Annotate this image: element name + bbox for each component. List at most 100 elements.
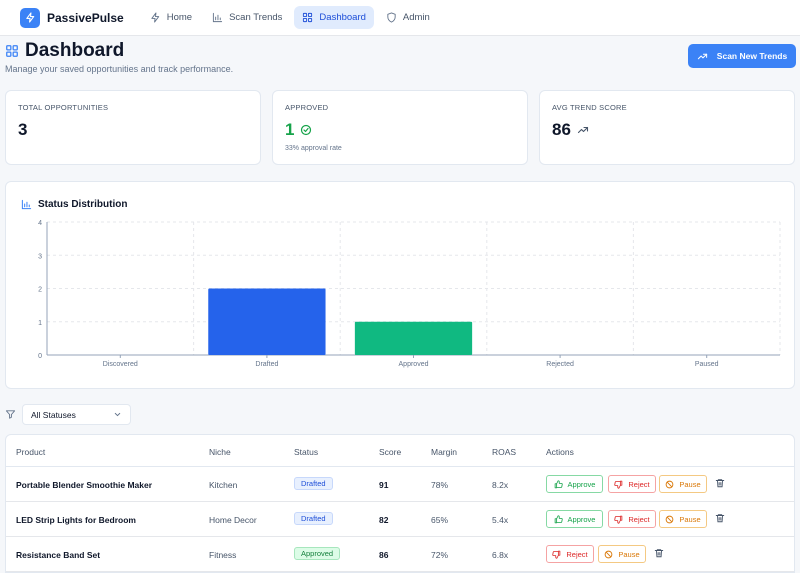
nav-link-scan-trends[interactable]: Scan Trends bbox=[204, 6, 290, 29]
trending-up-icon bbox=[577, 126, 588, 134]
pause-label: Pause bbox=[679, 514, 701, 524]
y-tick-label: 3 bbox=[38, 253, 42, 260]
pause-button[interactable]: Pause bbox=[659, 510, 707, 528]
reject-label: Reject bbox=[566, 549, 588, 559]
column-header-status: Status bbox=[294, 447, 319, 457]
top-nav: PassivePulse Home Scan Trends Dashboard … bbox=[0, 0, 800, 36]
roas: 5.4x bbox=[492, 515, 509, 525]
status-distribution-card: Status Distribution 0 1 2 3 4 Discovered Draft… bbox=[5, 181, 795, 389]
bar-chart-icon bbox=[21, 199, 32, 210]
pause-label: Pause bbox=[618, 549, 640, 559]
stat-label: AVG TREND SCORE bbox=[552, 103, 627, 112]
y-tick-label: 4 bbox=[38, 220, 42, 227]
brand-logo-icon bbox=[20, 7, 40, 28]
stat-value-text: 3 bbox=[18, 120, 28, 139]
table-row: Resistance Band Set Fitness Approved 86 … bbox=[6, 537, 794, 572]
stat-value-total: 3 bbox=[18, 120, 248, 140]
stat-card-score: AVG TREND SCORE 86 bbox=[539, 90, 795, 165]
scan-button-label: Scan New Trends bbox=[716, 51, 788, 61]
table-header: Product Niche Status Score Margin ROAS A… bbox=[6, 435, 794, 467]
trash-icon[interactable] bbox=[715, 513, 725, 523]
margin: 78% bbox=[431, 480, 449, 490]
x-tick-label: Rejected bbox=[546, 361, 574, 368]
nav-link-dashboard[interactable]: Dashboard bbox=[294, 6, 374, 29]
approve-label: Approve bbox=[567, 479, 596, 489]
column-header-margin: Margin bbox=[431, 447, 457, 457]
filter-icon bbox=[5, 410, 16, 419]
niche: Home Decor bbox=[209, 515, 257, 525]
approve-button[interactable]: Approve bbox=[546, 475, 603, 493]
page-subtitle: Manage your saved opportunities and trac… bbox=[5, 64, 234, 74]
nav-link-label: Dashboard bbox=[319, 12, 366, 23]
roas: 8.2x bbox=[492, 480, 509, 490]
column-header-score: Score bbox=[379, 447, 402, 457]
approval-rate-text: 33% approval rate bbox=[285, 145, 342, 152]
nav-link-label: Scan Trends bbox=[229, 12, 283, 23]
opportunities-table: Product Niche Status Score Margin ROAS A… bbox=[5, 434, 795, 573]
status-filter-value: All Statuses bbox=[31, 409, 76, 420]
y-tick-label: 0 bbox=[38, 353, 42, 360]
status-filter-select[interactable]: All Statuses bbox=[22, 404, 131, 425]
pause-button[interactable]: Pause bbox=[598, 545, 646, 563]
bar-approved bbox=[354, 321, 473, 355]
filter-row: All Statuses bbox=[5, 404, 131, 425]
product-name: LED Strip Lights for Bedroom bbox=[16, 515, 136, 525]
stat-value-approved: 1 bbox=[285, 120, 515, 140]
trash-icon[interactable] bbox=[654, 548, 664, 558]
layout-grid-icon bbox=[303, 12, 313, 23]
table-row: LED Strip Lights for Bedroom Home Decor … bbox=[6, 502, 794, 537]
bar-drafted bbox=[208, 288, 326, 355]
thumbs-down-icon bbox=[552, 550, 561, 559]
thumbs-down-icon bbox=[614, 480, 623, 489]
niche: Kitchen bbox=[209, 480, 238, 490]
nav-link-home[interactable]: Home bbox=[142, 6, 200, 29]
product-name: Resistance Band Set bbox=[16, 550, 101, 560]
brand[interactable]: PassivePulse bbox=[20, 7, 124, 28]
nav-link-label: Admin bbox=[402, 12, 430, 23]
pause-label: Pause bbox=[679, 479, 701, 489]
chevron-down-icon bbox=[114, 412, 121, 417]
stat-value-text: 1 bbox=[285, 120, 295, 139]
stat-label: TOTAL OPPORTUNITIES bbox=[18, 103, 109, 112]
column-header-niche: Niche bbox=[209, 447, 231, 457]
reject-button[interactable]: Reject bbox=[608, 475, 656, 493]
page-title: Dashboard bbox=[25, 40, 125, 61]
check-circle-icon bbox=[301, 124, 312, 136]
reject-label: Reject bbox=[628, 514, 650, 524]
page-title-row: Dashboard bbox=[5, 40, 124, 62]
product-name: Portable Blender Smoothie Maker bbox=[16, 480, 153, 490]
x-tick-label: Paused bbox=[695, 361, 719, 368]
margin: 65% bbox=[431, 515, 449, 525]
approve-button[interactable]: Approve bbox=[546, 510, 603, 528]
reject-button[interactable]: Reject bbox=[546, 545, 594, 563]
stat-value-text: 86 bbox=[552, 120, 571, 139]
reject-button[interactable]: Reject bbox=[608, 510, 656, 528]
ban-icon bbox=[666, 515, 674, 523]
trash-icon[interactable] bbox=[715, 478, 725, 488]
status-badge: Drafted bbox=[294, 512, 333, 525]
score: 91 bbox=[379, 480, 389, 490]
reject-label: Reject bbox=[628, 479, 650, 489]
column-header-product: Product bbox=[16, 447, 46, 457]
layout-grid-icon bbox=[6, 45, 18, 57]
x-tick-label: Discovered bbox=[103, 361, 138, 368]
ban-icon bbox=[666, 480, 674, 488]
shield-icon bbox=[387, 12, 396, 23]
roas: 6.8x bbox=[492, 550, 509, 560]
status-distribution-chart: 0 1 2 3 4 Discovered Drafted Approved Rejected Pa… bbox=[38, 220, 781, 368]
score: 82 bbox=[379, 515, 389, 525]
approve-label: Approve bbox=[567, 514, 596, 524]
chart-header: Status Distribution bbox=[21, 199, 127, 210]
chart-title: Status Distribution bbox=[38, 199, 128, 210]
nav-link-admin[interactable]: Admin bbox=[378, 6, 438, 29]
zap-icon bbox=[151, 12, 159, 23]
niche: Fitness bbox=[209, 550, 237, 560]
table-row: Portable Blender Smoothie Maker Kitchen … bbox=[6, 467, 794, 502]
pause-button[interactable]: Pause bbox=[659, 475, 707, 493]
x-tick-label: Drafted bbox=[255, 361, 278, 368]
y-tick-label: 2 bbox=[38, 287, 42, 294]
column-header-roas: ROAS bbox=[492, 447, 517, 457]
scan-new-trends-button[interactable]: Scan New Trends bbox=[688, 44, 796, 68]
ban-icon bbox=[605, 550, 613, 558]
y-tick-label: 1 bbox=[38, 320, 42, 327]
